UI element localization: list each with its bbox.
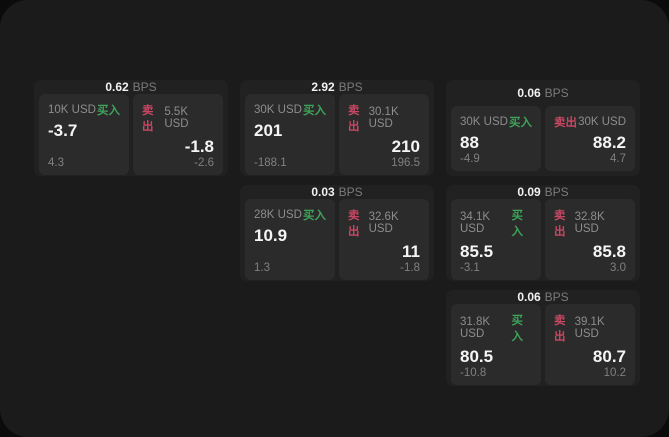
quote-panels: 30K USD 买入 88 -4.9 卖出 30K USD 88.2 4.7 xyxy=(446,106,640,176)
buy-price: 88 xyxy=(460,133,479,153)
sell-size-label: 39.1K USD xyxy=(574,316,605,340)
sell-delta: -1.8 xyxy=(400,261,420,274)
quote-panels: 30K USD 买入 201 -188.1 卖出 30.1K USD 210 1… xyxy=(240,94,434,176)
buy-delta: 4.3 xyxy=(48,156,64,169)
bps-unit-label: BPS xyxy=(338,185,363,199)
sell-button[interactable]: 卖出 xyxy=(554,315,566,343)
sell-price: 80.7 xyxy=(592,347,626,366)
buy-delta: 1.3 xyxy=(254,261,270,274)
quote-card: 0.62 BPS 10K USD 买入 -3.7 4.3 卖出 5.5K USD… xyxy=(34,80,228,176)
buy-price: -3.7 xyxy=(48,121,78,140)
buy-price: 10.9 xyxy=(254,226,288,245)
bps-value: 2.92 xyxy=(311,80,335,94)
buy-panel[interactable]: 34.1K USD 买入 85.5 -3.1 xyxy=(451,199,541,280)
buy-panel[interactable]: 28K USD 买入 10.9 1.3 xyxy=(245,199,335,280)
quote-card: 0.06 BPS 31.8K USD 买入 80.5 -10.8 卖出 39.1… xyxy=(446,290,640,386)
bps-unit-label: BPS xyxy=(132,80,157,94)
bps-unit-label: BPS xyxy=(544,86,569,101)
buy-button[interactable]: 买入 xyxy=(511,210,523,238)
sell-size-label: 30.1K USD xyxy=(368,106,399,130)
buy-size-label: 30K USD xyxy=(460,116,508,129)
sell-delta: 4.7 xyxy=(610,153,626,165)
sell-panel[interactable]: 卖出 32.6K USD 11 -1.8 xyxy=(339,199,429,280)
sell-button[interactable]: 卖出 xyxy=(142,105,154,133)
buy-price: 85.5 xyxy=(460,242,494,261)
card-header: 0.03 BPS xyxy=(240,185,434,199)
card-header: 0.06 BPS xyxy=(446,290,640,304)
buy-size-label: 34.1K USD xyxy=(460,211,491,235)
quote-panels: 34.1K USD 买入 85.5 -3.1 卖出 32.8K USD 85.8… xyxy=(446,199,640,281)
sell-delta: 196.5 xyxy=(391,156,420,169)
buy-delta: -3.1 xyxy=(460,261,480,274)
quote-card: 0.06 BPS 30K USD 买入 88 -4.9 卖出 30K USD 8… xyxy=(446,80,640,176)
bps-value: 0.09 xyxy=(517,185,541,199)
buy-panel[interactable]: 30K USD 买入 201 -188.1 xyxy=(245,94,335,175)
sell-button[interactable]: 卖出 xyxy=(554,210,566,238)
sell-panel[interactable]: 卖出 30K USD 88.2 4.7 xyxy=(545,106,635,171)
sell-button[interactable]: 卖出 xyxy=(348,210,360,238)
bps-unit-label: BPS xyxy=(544,290,569,304)
buy-button[interactable]: 买入 xyxy=(511,315,523,343)
sell-price: -1.8 xyxy=(184,137,214,156)
cards-grid: 0.62 BPS 10K USD 买入 -3.7 4.3 卖出 5.5K USD… xyxy=(34,80,640,386)
card-header: 2.92 BPS xyxy=(240,80,434,94)
bps-value: 0.06 xyxy=(517,86,541,101)
buy-size-label: 30K USD xyxy=(254,104,302,116)
buy-button[interactable]: 买入 xyxy=(303,210,326,222)
quote-panels: 10K USD 买入 -3.7 4.3 卖出 5.5K USD -1.8 -2.… xyxy=(34,94,228,176)
sell-panel[interactable]: 卖出 5.5K USD -1.8 -2.6 xyxy=(133,94,223,175)
quote-card: 2.92 BPS 30K USD 买入 201 -188.1 卖出 30.1K … xyxy=(240,80,434,176)
quote-panels: 28K USD 买入 10.9 1.3 卖出 32.6K USD 11 -1.8 xyxy=(240,199,434,281)
buy-button[interactable]: 买入 xyxy=(509,117,532,130)
quote-panels: 31.8K USD 买入 80.5 -10.8 卖出 39.1K USD 80.… xyxy=(446,304,640,386)
buy-price: 201 xyxy=(254,121,283,140)
quote-card: 0.09 BPS 34.1K USD 买入 85.5 -3.1 卖出 32.8K… xyxy=(446,185,640,281)
buy-panel[interactable]: 10K USD 买入 -3.7 4.3 xyxy=(39,94,129,175)
bps-value: 0.62 xyxy=(105,80,129,94)
buy-panel[interactable]: 30K USD 买入 88 -4.9 xyxy=(451,106,541,171)
card-header: 0.09 BPS xyxy=(446,185,640,199)
bps-value: 0.03 xyxy=(311,185,335,199)
card-header: 0.62 BPS xyxy=(34,80,228,94)
sell-size-label: 30K USD xyxy=(578,116,626,129)
sell-panel[interactable]: 卖出 39.1K USD 80.7 10.2 xyxy=(545,304,635,385)
card-header: 0.06 BPS xyxy=(446,80,640,106)
sell-delta: 3.0 xyxy=(610,261,626,274)
buy-size-label: 10K USD xyxy=(48,104,96,116)
buy-button[interactable]: 买入 xyxy=(97,105,120,117)
buy-delta: -10.8 xyxy=(460,366,487,379)
sell-panel[interactable]: 卖出 30.1K USD 210 196.5 xyxy=(339,94,429,175)
sell-price: 210 xyxy=(391,137,420,156)
sell-panel[interactable]: 卖出 32.8K USD 85.8 3.0 xyxy=(545,199,635,280)
sell-delta: -2.6 xyxy=(194,156,214,169)
sell-price: 85.8 xyxy=(592,242,626,261)
sell-button[interactable]: 卖出 xyxy=(348,105,360,133)
sell-size-label: 32.6K USD xyxy=(368,211,399,235)
buy-delta: -188.1 xyxy=(254,156,287,169)
bps-unit-label: BPS xyxy=(338,80,363,94)
sell-size-label: 5.5K USD xyxy=(164,106,189,130)
bps-unit-label: BPS xyxy=(544,185,569,199)
quote-card: 0.03 BPS 28K USD 买入 10.9 1.3 卖出 32.6K US… xyxy=(240,185,434,281)
sell-size-label: 32.8K USD xyxy=(574,211,605,235)
sell-price: 11 xyxy=(402,242,420,261)
buy-price: 80.5 xyxy=(460,347,494,366)
buy-delta: -4.9 xyxy=(460,153,480,165)
sell-delta: 10.2 xyxy=(603,366,626,379)
buy-button[interactable]: 买入 xyxy=(303,105,326,117)
bps-value: 0.06 xyxy=(517,290,541,304)
sell-price: 88.2 xyxy=(592,133,626,153)
sell-button[interactable]: 卖出 xyxy=(554,117,577,130)
buy-size-label: 28K USD xyxy=(254,209,302,221)
buy-panel[interactable]: 31.8K USD 买入 80.5 -10.8 xyxy=(451,304,541,385)
buy-size-label: 31.8K USD xyxy=(460,316,491,340)
